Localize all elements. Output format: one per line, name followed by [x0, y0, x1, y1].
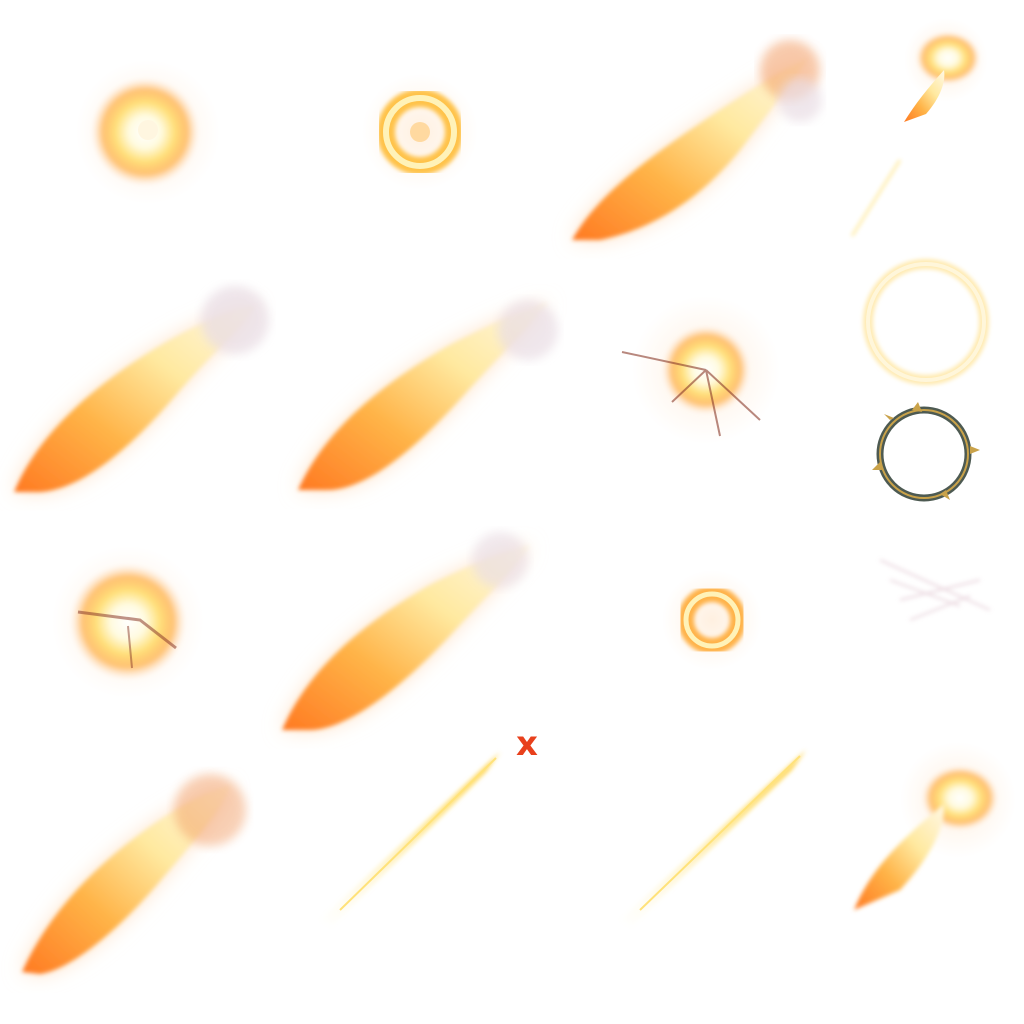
flame-jet-sprite	[22, 774, 246, 974]
mini-flame-sprite	[854, 742, 1016, 910]
fire-ring-sprite	[662, 570, 762, 670]
flame-jet-sprite	[282, 532, 530, 730]
fire-ring-sprite	[362, 74, 478, 190]
flame-jet-sprite	[572, 40, 822, 240]
explosion-debris-sprite	[621, 296, 780, 444]
fireball-burst-sprite	[76, 60, 220, 204]
flame-jet-sprite	[298, 300, 558, 490]
light-streak-sprite	[320, 752, 500, 926]
light-streak-sprite	[620, 750, 806, 926]
smoke-streaks-sprite	[879, 559, 991, 621]
mini-flame-sprite	[850, 18, 988, 237]
thorn-ring-sprite	[872, 402, 980, 502]
x-marker: x	[516, 724, 538, 764]
explosion-core-sprite	[52, 546, 204, 698]
halo-ring-sprite	[863, 259, 989, 385]
flame-jet-sprite	[14, 286, 269, 492]
